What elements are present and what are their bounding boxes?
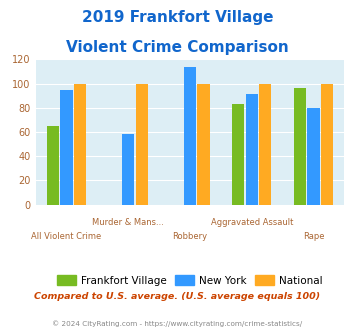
Text: Robbery: Robbery — [173, 232, 207, 241]
Text: Compared to U.S. average. (U.S. average equals 100): Compared to U.S. average. (U.S. average … — [34, 292, 321, 301]
Legend: Frankfort Village, New York, National: Frankfort Village, New York, National — [53, 271, 327, 290]
Text: Aggravated Assault: Aggravated Assault — [211, 218, 293, 227]
Text: Murder & Mans...: Murder & Mans... — [92, 218, 164, 227]
Bar — [74, 83, 86, 205]
Bar — [47, 126, 59, 205]
Bar — [321, 83, 333, 205]
Text: Violent Crime Comparison: Violent Crime Comparison — [66, 40, 289, 54]
Text: Rape: Rape — [303, 232, 324, 241]
Bar — [184, 67, 196, 205]
Bar — [60, 90, 72, 205]
Bar — [232, 104, 244, 205]
Bar — [259, 83, 272, 205]
Bar — [307, 108, 320, 205]
Bar — [246, 94, 258, 205]
Text: © 2024 CityRating.com - https://www.cityrating.com/crime-statistics/: © 2024 CityRating.com - https://www.city… — [53, 320, 302, 327]
Bar — [197, 83, 210, 205]
Bar — [122, 134, 134, 205]
Bar — [294, 88, 306, 205]
Text: All Violent Crime: All Violent Crime — [31, 232, 102, 241]
Bar — [136, 83, 148, 205]
Text: 2019 Frankfort Village: 2019 Frankfort Village — [82, 10, 273, 25]
